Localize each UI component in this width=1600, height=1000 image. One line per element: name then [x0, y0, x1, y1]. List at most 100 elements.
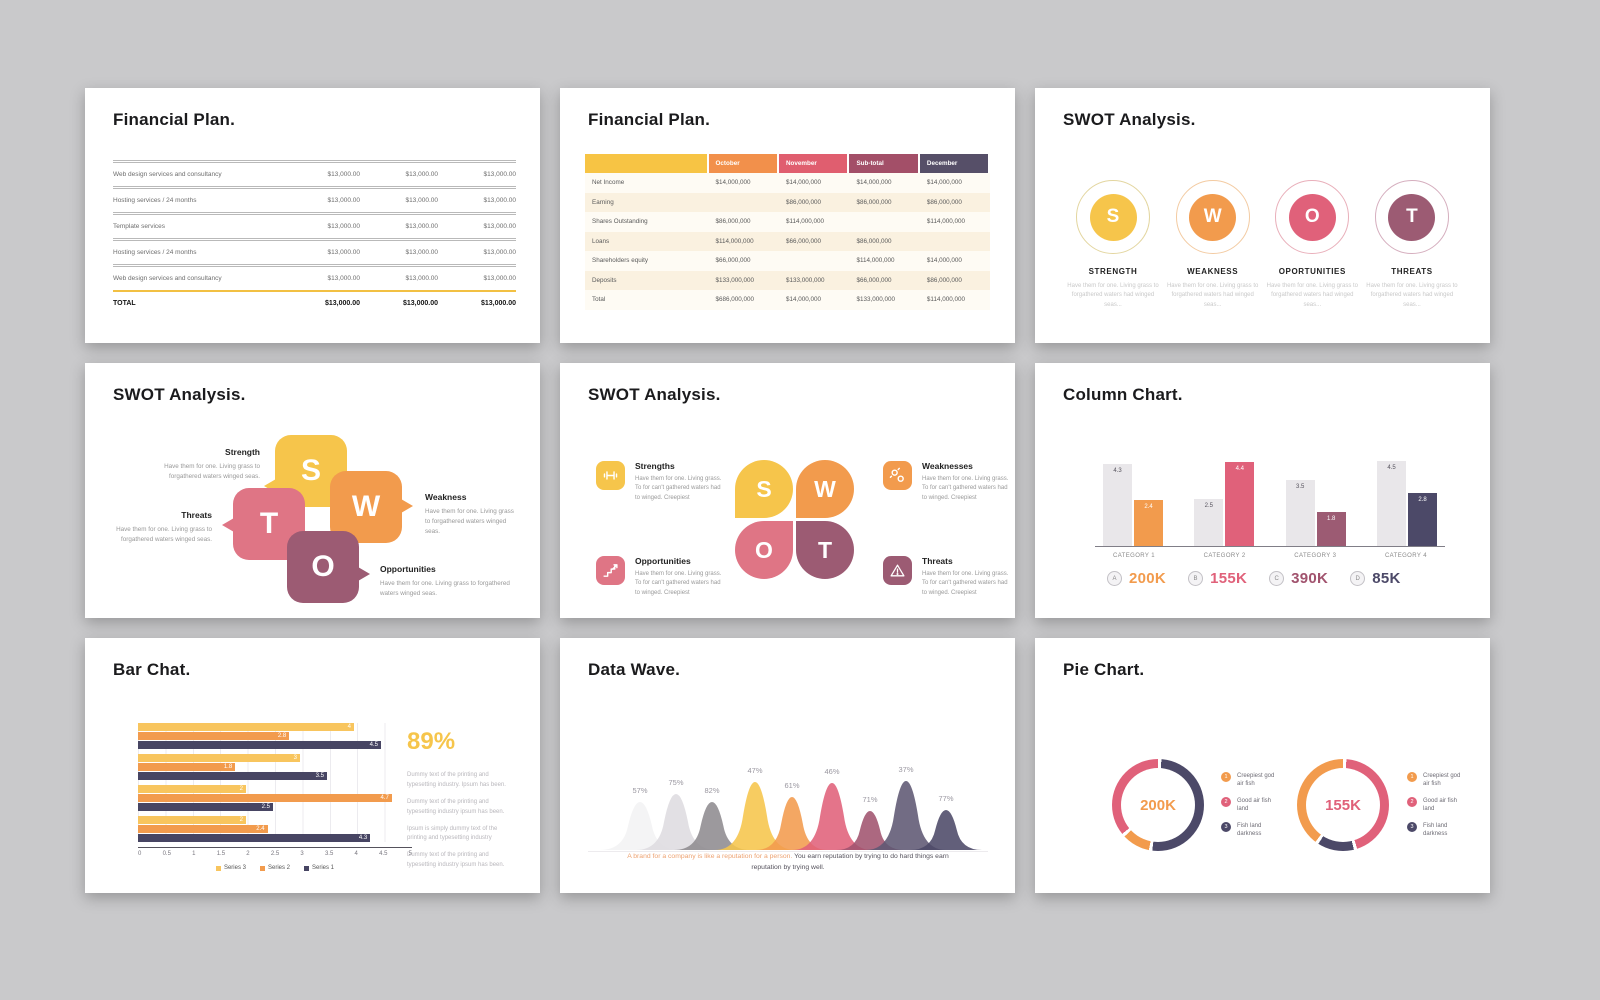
legend-item: Series 2: [259, 865, 290, 871]
column-chart-legend: A 200K B 155K C 390K D 85K: [1107, 570, 1401, 587]
bar-group-2: 3 1.8 3.5: [138, 754, 412, 780]
bar-series1: 4.3: [138, 834, 371, 842]
matrix-row: Shareholders equity $66,000,000 $114,000,0…: [585, 251, 990, 271]
warning-triangle-icon: [883, 556, 912, 585]
bar-series1: 4.5: [138, 741, 381, 749]
bar-series3: 2: [138, 816, 246, 824]
bubble-opportunities: O: [287, 531, 370, 603]
matrix-row: Shares Outstanding $86,000,000 $114,000,00…: [585, 212, 990, 232]
slide-title: SWOT Analysis.: [113, 385, 246, 404]
slide-swot-circles[interactable]: SWOT Analysis. S STRENGTH Have them for …: [1035, 88, 1490, 343]
petal-item-opportunities: Opportunities Have them for one. Living g…: [596, 556, 725, 598]
slide-financial-plan-table[interactable]: Financial Plan. Web design services and …: [85, 88, 540, 343]
slide-title: Financial Plan.: [113, 110, 236, 129]
bubble-tail: [401, 499, 413, 513]
bubble-tail: [222, 518, 234, 532]
slide-data-wave[interactable]: Data Wave. 57% 75% 82% 47% 61% 46% 71% 37% 77% A…: [560, 638, 1015, 893]
svg-text:57%: 57%: [632, 786, 647, 795]
bar-chart: 4 2.8 4.5 3 1.8 3.5 2 4.7 2.5 2 2.4 4.3 …: [138, 723, 412, 871]
slide-pie-chart[interactable]: Pie Chart. 200K 1 Creepiest god air fish …: [1035, 638, 1490, 893]
svg-text:37%: 37%: [898, 765, 913, 774]
matrix-header-row: October November Sub-total December: [585, 154, 991, 173]
label-weakness: Weakness Have them for one. Living grass …: [425, 492, 514, 535]
legend-item: C 390K: [1269, 570, 1328, 587]
legend-item: A 200K: [1107, 570, 1166, 587]
table-row: Web design services and consultancy $13,0…: [113, 161, 516, 188]
caption-rest: You earn reputation by trying to do hard…: [751, 853, 949, 871]
bar-series1: 3.5: [138, 772, 327, 780]
header-subtotal: Sub-total: [849, 154, 920, 173]
label-strength: Strength Have them for one. Living grass …: [164, 447, 260, 480]
bar-series1: 2.5: [138, 803, 273, 811]
legend-item: 2 Good air fish land: [1407, 797, 1469, 813]
legend-item: 1 Creepiest god air fish: [1407, 772, 1469, 788]
column-bar-benchmark: 3.5: [1285, 479, 1315, 546]
svg-text:47%: 47%: [747, 766, 762, 775]
bar-series3: 3: [138, 754, 300, 762]
slide-column-chart[interactable]: Column Chart. 4.3 2.4 2.5 4.4 3.5 1.8 4.…: [1035, 363, 1490, 618]
swot-item-strength: S STRENGTH Have them for one. Living gra…: [1065, 180, 1161, 310]
dumbbell-icon: [596, 461, 625, 490]
swot-item-weakness: W WEAKNESS Have them for one. Living gra…: [1165, 180, 1261, 310]
table-row: Web design services and consultancy $13,0…: [113, 265, 516, 292]
matrix-row: Earning $86,000,000 $86,000,000 $86,000,000: [585, 192, 990, 212]
bar-series2: 2.8: [138, 732, 290, 740]
legend-item: 3 Fish land darkness: [1407, 822, 1469, 838]
svg-text:82%: 82%: [704, 786, 719, 795]
legend-item: B 155K: [1188, 570, 1247, 587]
petal-item-weaknesses: Weaknesses Have them for one. Living gras…: [883, 461, 1012, 503]
bar-series3: 4: [138, 723, 354, 731]
slide-bar-chart[interactable]: Bar Chat. 4 2.8 4.5 3 1.8 3.5 2 4.7 2.5 …: [85, 638, 540, 893]
letter-badge: T: [1388, 193, 1436, 241]
swot-item-opportunities: O OPORTUNITIES Have them for one. Living…: [1264, 180, 1360, 310]
slide-financial-plan-matrix[interactable]: Financial Plan. October November Sub-tot…: [560, 88, 1015, 343]
table-row: Hosting services / 24 months $13,000.00 $1…: [113, 239, 516, 266]
financial-matrix: October November Sub-total December Net …: [585, 154, 991, 310]
svg-text:77%: 77%: [938, 794, 953, 803]
column-group-4: 4.5 2.8: [1376, 460, 1437, 546]
petal-t: T: [796, 521, 854, 579]
petal-item-threats: Threats Have them for one. Living grass. …: [883, 556, 1012, 598]
column-bar-benchmark: 4.5: [1376, 460, 1406, 546]
matrix-row: Deposits $133,000,000 $133,000,000 $66,000,…: [585, 270, 990, 290]
bar-chart-legend: Series 3 Series 2 Series 1: [138, 865, 412, 871]
slide-title: Bar Chat.: [113, 660, 191, 679]
matrix-row: Net Income $14,000,000 $14,000,000 $14,000,…: [585, 173, 990, 193]
bar-series2: 1.8: [138, 763, 236, 771]
column-bar-benchmark: 4.3: [1103, 464, 1132, 546]
bar-series2: 4.7: [138, 794, 392, 802]
slide-swot-petals[interactable]: SWOT Analysis. S W O T Strengths Have the…: [560, 363, 1015, 618]
circle-ring: T: [1374, 180, 1449, 254]
slide-title: Financial Plan.: [588, 110, 711, 129]
table-row: Hosting services / 24 months $13,000.00 $1…: [113, 187, 516, 214]
column-bar-actual: 2.8: [1407, 492, 1437, 546]
donut-chart-2: 155K: [1297, 759, 1389, 851]
broken-link-icon: [883, 461, 912, 490]
legend-item: Series 3: [215, 865, 246, 871]
svg-text:61%: 61%: [784, 781, 799, 790]
header-october: October: [708, 154, 779, 173]
column-group-1: 4.3 2.4: [1103, 464, 1163, 546]
highlight-percentage: 89%: [407, 728, 456, 755]
caption-highlight: A brand for a company is like a reputati…: [627, 853, 793, 860]
circle-ring: S: [1076, 180, 1150, 254]
legend-item: 1 Creepiest god air fish: [1221, 772, 1283, 788]
donut-center-value: 155K: [1325, 796, 1361, 814]
header-blank-cell: [585, 154, 709, 173]
header-december: December: [919, 154, 991, 173]
svg-text:75%: 75%: [668, 778, 683, 787]
swot-item-threats: T THREATS Have them for one. Living gras…: [1364, 180, 1460, 310]
donut-legend-1: 1 Creepiest god air fish 2 Good air fish l…: [1221, 772, 1283, 848]
wave-caption: A brand for a company is like a reputati…: [618, 852, 958, 874]
circle-ring: O: [1275, 180, 1350, 254]
slide-swot-bubbles[interactable]: SWOT Analysis. S W T O Strength Have them…: [85, 363, 540, 618]
bar-group-3: 2 4.7 2.5: [138, 785, 412, 811]
category-axis: CATEGORY 1 CATEGORY 2 CATEGORY 3 CATEGOR…: [1112, 553, 1427, 559]
column-group-2: 2.5 4.4: [1194, 462, 1255, 546]
petal-w: W: [796, 460, 854, 518]
column-bar-actual: 4.4: [1225, 462, 1255, 546]
petal-s: S: [735, 460, 793, 518]
bar-series2: 2.4: [138, 825, 268, 833]
petal-item-strengths: Strengths Have them for one. Living grass…: [596, 461, 725, 503]
